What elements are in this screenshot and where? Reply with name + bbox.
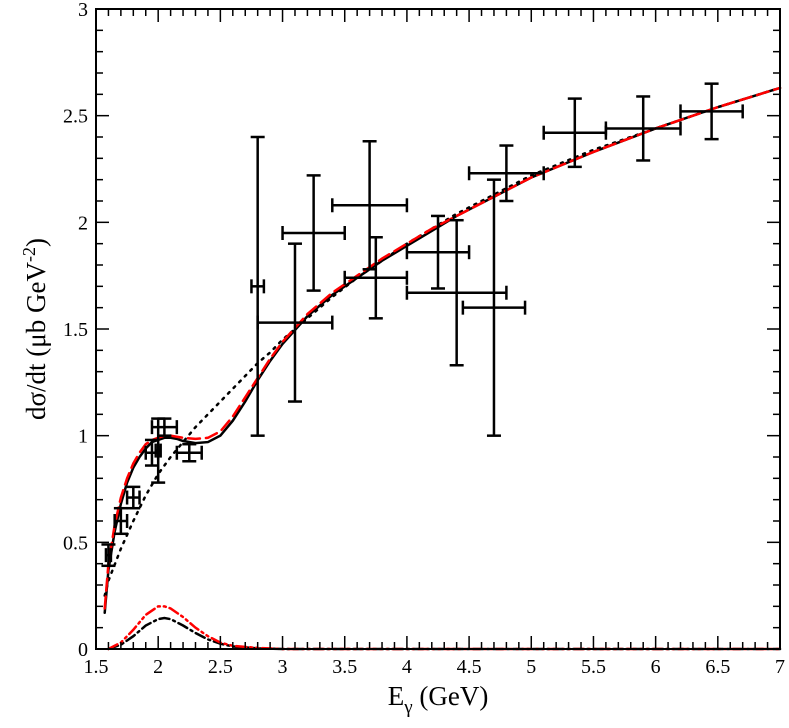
y-tick-label: 0.5 (63, 532, 88, 554)
y-tick-label: 0 (78, 639, 88, 661)
axis-ticks (95, 8, 781, 650)
data-point (256, 242, 334, 403)
x-tick-label: 5.5 (581, 656, 606, 678)
x-tick-label: 4 (402, 656, 412, 678)
data-point (343, 236, 409, 320)
dashdot-red-curve (107, 605, 782, 651)
data-point (175, 442, 203, 463)
data-point (604, 95, 682, 162)
data-point (125, 485, 141, 510)
data-point (250, 135, 266, 437)
y-tick-label: 1.5 (63, 319, 88, 341)
data-point (101, 543, 116, 568)
data-point (281, 174, 346, 292)
y-tick-label: 1 (78, 426, 88, 448)
x-axis-title: Eγ (GeV) (388, 681, 489, 718)
data-point (405, 214, 471, 290)
data-point (461, 178, 527, 437)
data-point (542, 97, 608, 169)
x-tick-label: 2.5 (208, 656, 233, 678)
dashed-red-curve (103, 86, 782, 610)
x-tick-label: 6 (651, 656, 661, 678)
x-tick-label: 6.5 (705, 656, 730, 678)
axis-tick-labels: 1.5 2 2.5 3 3.5 4 4.5 5 5.5 6 6.5 7 0 0.5 1 1.5 2 2.5 3 (63, 0, 785, 678)
x-tick-label: 2 (153, 656, 163, 678)
x-tick-label: 5 (526, 656, 536, 678)
x-tick-label: 3 (278, 656, 288, 678)
y-tick-label: 2 (78, 212, 88, 234)
y-tick-label: 3 (78, 0, 88, 21)
data-point (113, 506, 129, 536)
data-points-with-error-bars (101, 82, 744, 568)
data-point (405, 218, 508, 367)
data-point (679, 82, 744, 141)
x-tick-label: 3.5 (332, 656, 357, 678)
dotted-black-curve (103, 86, 782, 597)
x-tick-label: 1.5 (84, 656, 109, 678)
x-tick-label: 4.5 (457, 656, 482, 678)
x-tick-label: 7 (775, 656, 785, 678)
plot-frame (95, 8, 781, 650)
y-axis-title: dσ/dt (μb GeV-2) (19, 238, 51, 420)
model-curves (103, 86, 782, 651)
solid-black-curve (103, 86, 782, 614)
data-point (150, 417, 179, 437)
data-point (467, 144, 545, 203)
data-point (331, 140, 409, 271)
y-tick-label: 2.5 (63, 106, 88, 128)
